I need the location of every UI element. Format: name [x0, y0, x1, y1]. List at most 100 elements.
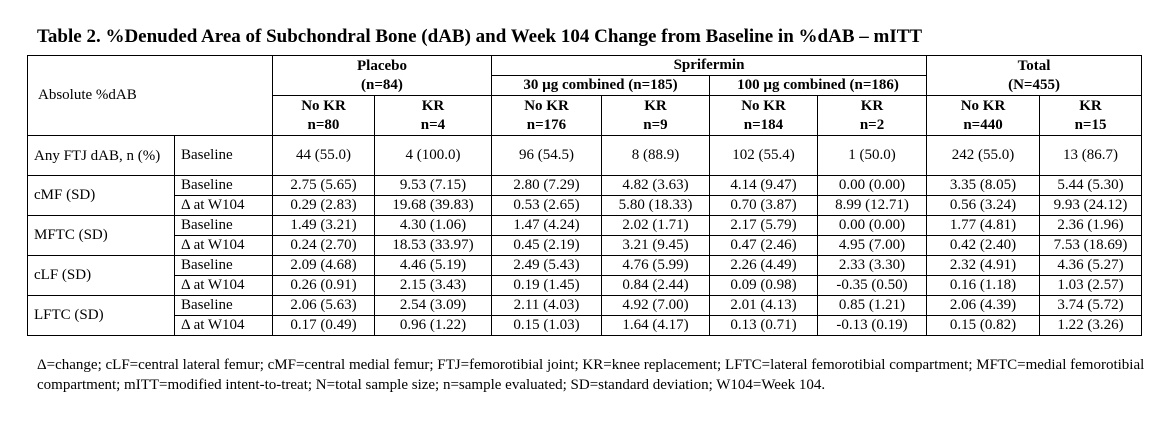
- row-sub-label: Δ at W104: [174, 275, 273, 296]
- table-cell: 4.36 (5.27): [1039, 255, 1143, 276]
- subcol-header: No KR n=184: [709, 95, 818, 136]
- row-sub-label: Baseline: [174, 295, 273, 316]
- row-sub-label: Δ at W104: [174, 195, 273, 216]
- table-cell: 2.06 (5.63): [272, 295, 375, 316]
- table-cell: 0.53 (2.65): [491, 195, 602, 216]
- table-row: MFTC (SD) Baseline 1.49 (3.21) 4.30 (1.0…: [27, 215, 1143, 256]
- table-row: Δ at W104 0.29 (2.83) 19.68 (39.83) 0.53…: [28, 195, 1143, 216]
- table-body: Any FTJ dAB, n (%) Baseline 44 (55.0) 4 …: [27, 135, 1143, 336]
- table-cell: 0.16 (1.18): [926, 275, 1041, 296]
- table-cell: 0.15 (0.82): [926, 315, 1041, 336]
- table-cell: 4.82 (3.63): [601, 175, 710, 196]
- table-cell: 0.26 (0.91): [272, 275, 375, 296]
- row-sub-label: Baseline: [174, 175, 273, 196]
- row-sub-label: Baseline: [174, 215, 273, 236]
- table-cell: 1.22 (3.26): [1039, 315, 1143, 336]
- table-cell: 2.01 (4.13): [709, 295, 818, 316]
- placebo-label: Placebo: [357, 57, 407, 74]
- table-cell: 2.32 (4.91): [926, 255, 1041, 276]
- table-cell: 9.53 (7.15): [374, 175, 492, 196]
- row-group-label: cMF (SD): [27, 175, 175, 216]
- subcol-header: KR n=9: [601, 95, 710, 136]
- table-cell: 1.49 (3.21): [272, 215, 375, 236]
- group-100ug-header: 100 µg combined (n=186): [708, 75, 928, 96]
- table-cell: 2.54 (3.09): [374, 295, 492, 316]
- table-cell: 2.09 (4.68): [272, 255, 375, 276]
- results-table: Absolute %dAB Placebo (n=84) Sprifermin …: [27, 55, 1143, 336]
- table-cell: 3.35 (8.05): [926, 175, 1041, 196]
- table-cell: 8.99 (12.71): [816, 195, 928, 216]
- table-cell: 19.68 (39.83): [374, 195, 492, 216]
- table-cell: 1.47 (4.24): [491, 215, 602, 236]
- table-cell: 0.00 (0.00): [816, 215, 928, 236]
- subcol-header: No KR n=176: [491, 95, 602, 136]
- table-cell: 7.53 (18.69): [1039, 235, 1143, 256]
- table-cell: 0.42 (2.40): [926, 235, 1041, 256]
- table-row: LFTC (SD) Baseline 2.06 (5.63) 2.54 (3.0…: [27, 295, 1143, 336]
- placebo-n: (n=84): [361, 76, 403, 93]
- table-cell: 2.11 (4.03): [491, 295, 602, 316]
- table-cell: 1.64 (4.17): [601, 315, 710, 336]
- table-cell: 5.44 (5.30): [1039, 175, 1143, 196]
- table-cell: 2.02 (1.71): [601, 215, 710, 236]
- table-title: Table 2. %Denuded Area of Subchondral Bo…: [37, 26, 923, 47]
- row-group-label: Any FTJ dAB, n (%): [27, 135, 175, 176]
- table-row: cLF (SD) Baseline 2.09 (4.68) 4.46 (5.19…: [27, 255, 1143, 296]
- table-cell: 1.03 (2.57): [1039, 275, 1143, 296]
- table-cell: 2.17 (5.79): [709, 215, 818, 236]
- table-cell: 2.26 (4.49): [709, 255, 818, 276]
- table-cell: 44 (55.0): [272, 135, 375, 176]
- table-cell: 0.47 (2.46): [709, 235, 818, 256]
- table-cell: 242 (55.0): [926, 135, 1041, 176]
- table-cell: 4 (100.0): [374, 135, 492, 176]
- table-row: Δ at W104 0.17 (0.49) 0.96 (1.22) 0.15 (…: [28, 315, 1143, 336]
- subcol-header: KR n=2: [816, 95, 928, 136]
- stub-header: Absolute %dAB: [27, 55, 273, 136]
- table-cell: 0.96 (1.22): [374, 315, 492, 336]
- row-group-label: LFTC (SD): [27, 295, 175, 336]
- table-cell: 0.56 (3.24): [926, 195, 1041, 216]
- table-cell: 0.13 (0.71): [709, 315, 818, 336]
- table-cell: 0.17 (0.49): [272, 315, 375, 336]
- table-cell: 4.92 (7.00): [601, 295, 710, 316]
- table-cell: 1.77 (4.81): [926, 215, 1041, 236]
- table-footnote: Δ=change; cLF=central lateral femur; cMF…: [37, 357, 1145, 393]
- table-cell: 4.76 (5.99): [601, 255, 710, 276]
- table-cell: 0.15 (1.03): [491, 315, 602, 336]
- table-cell: 2.75 (5.65): [272, 175, 375, 196]
- table-cell: 4.95 (7.00): [816, 235, 928, 256]
- table-cell: 1 (50.0): [816, 135, 928, 176]
- table-cell: 2.33 (3.30): [816, 255, 928, 276]
- table-cell: 5.80 (18.33): [601, 195, 710, 216]
- table-cell: 0.70 (3.87): [709, 195, 818, 216]
- table-cell: 4.46 (5.19): [374, 255, 492, 276]
- subcol-header: No KR n=440: [926, 95, 1041, 136]
- row-sub-label: Baseline: [174, 135, 273, 176]
- table-cell: 9.93 (24.12): [1039, 195, 1143, 216]
- sprifermin-header: Sprifermin: [490, 55, 928, 76]
- table-cell: 18.53 (33.97): [374, 235, 492, 256]
- total-header: Total (N=455): [926, 55, 1143, 96]
- total-label: Total: [1017, 57, 1051, 74]
- table-cell: 0.85 (1.21): [816, 295, 928, 316]
- table-cell: 2.80 (7.29): [491, 175, 602, 196]
- table-cell: 0.09 (0.98): [709, 275, 818, 296]
- placebo-header: Placebo (n=84): [272, 55, 492, 96]
- table-cell: 2.15 (3.43): [374, 275, 492, 296]
- table-cell: 4.30 (1.06): [374, 215, 492, 236]
- table-cell: -0.35 (0.50): [816, 275, 928, 296]
- row-sub-label: Baseline: [174, 255, 273, 276]
- table-cell: 0.19 (1.45): [491, 275, 602, 296]
- table-row: cMF (SD) Baseline 2.75 (5.65) 9.53 (7.15…: [27, 175, 1143, 216]
- table-cell: 3.21 (9.45): [601, 235, 710, 256]
- table-cell: -0.13 (0.19): [816, 315, 928, 336]
- subcol-header: KR n=15: [1039, 95, 1143, 136]
- row-group-label: cLF (SD): [27, 255, 175, 296]
- table-row: Δ at W104 0.26 (0.91) 2.15 (3.43) 0.19 (…: [28, 275, 1143, 296]
- table-cell: 0.24 (2.70): [272, 235, 375, 256]
- table-cell: 102 (55.4): [709, 135, 818, 176]
- table-cell: 3.74 (5.72): [1039, 295, 1143, 316]
- table-cell: 2.06 (4.39): [926, 295, 1041, 316]
- table-cell: 2.36 (1.96): [1039, 215, 1143, 236]
